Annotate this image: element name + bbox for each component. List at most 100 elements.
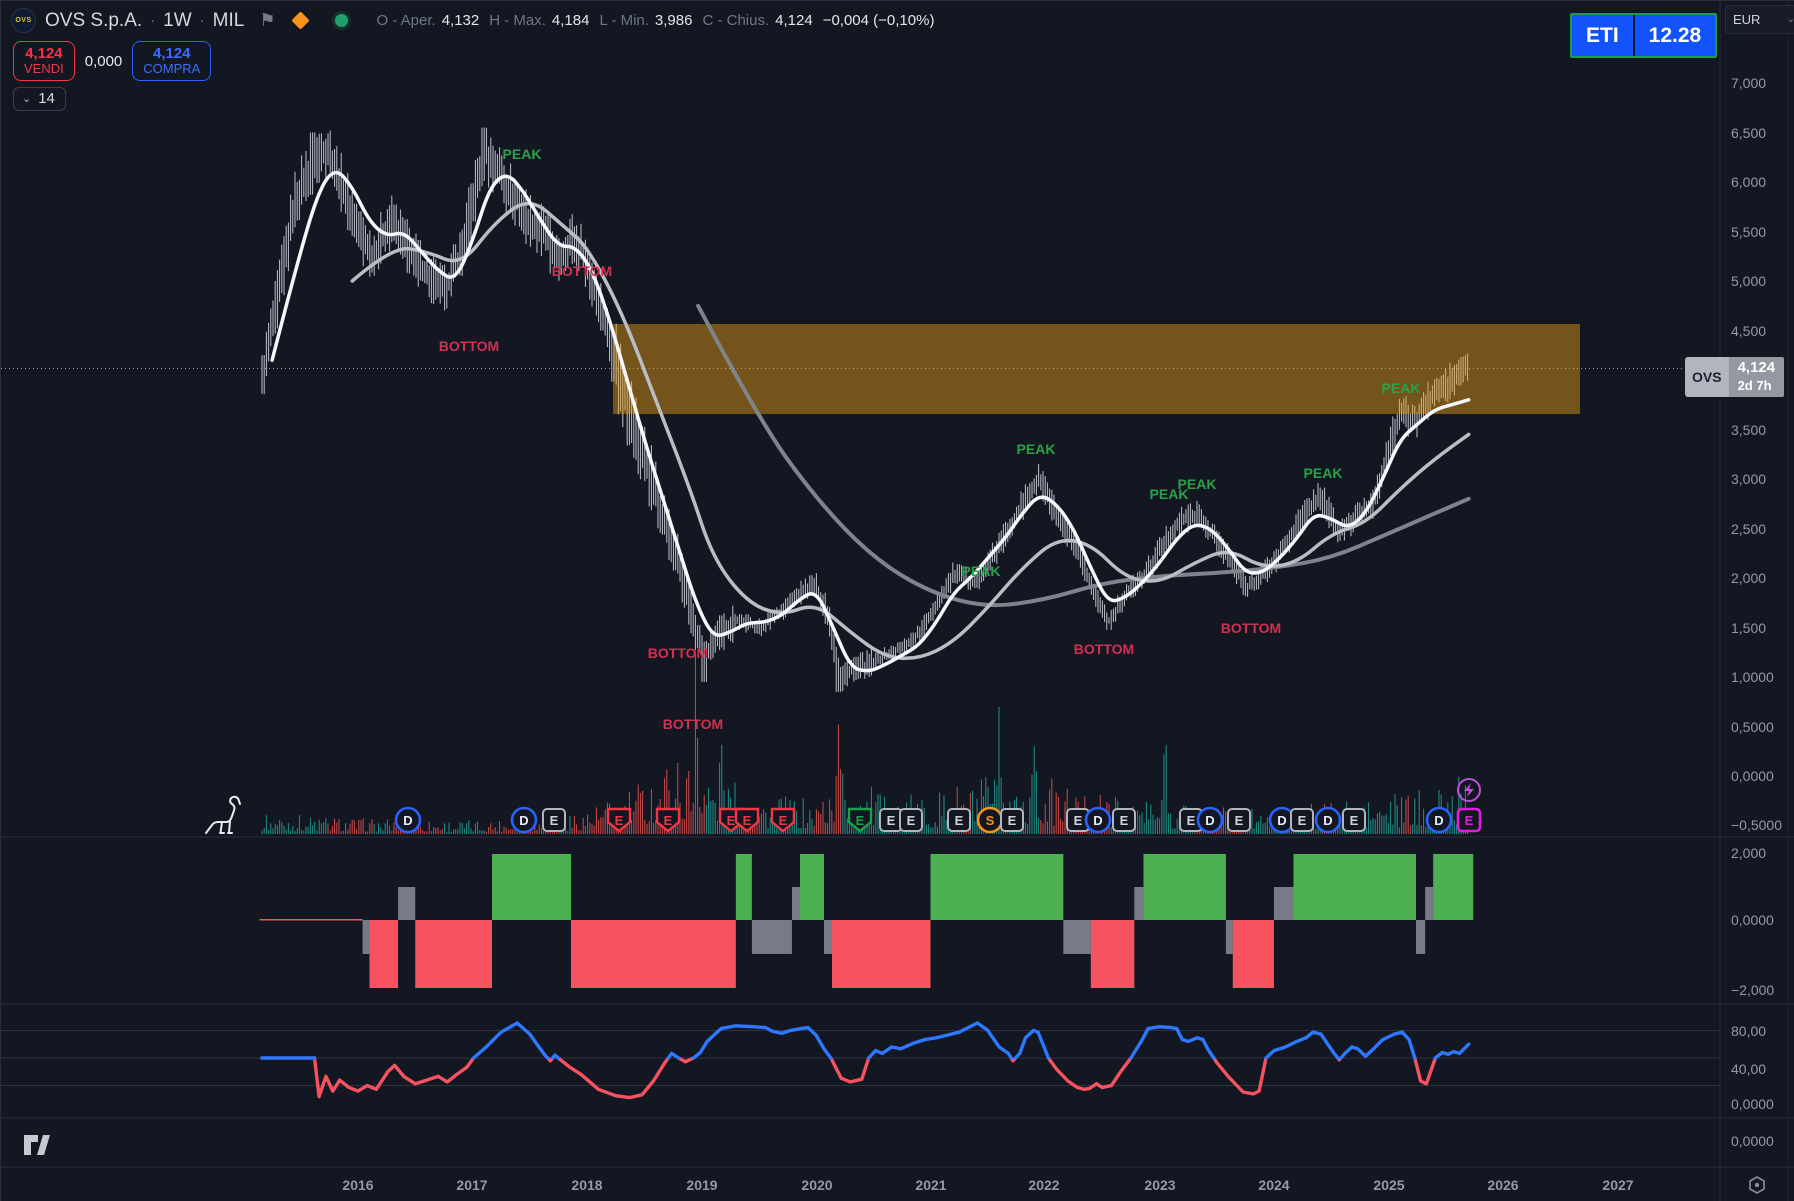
time-axis-year: 2024	[1258, 1177, 1289, 1193]
svg-text:E: E	[550, 813, 559, 828]
indicators-collapse-button[interactable]: ⌄ 14	[13, 87, 66, 111]
eti-quote-badge[interactable]: ETI 12.28	[1570, 13, 1718, 58]
svg-text:D: D	[1093, 813, 1102, 828]
exchange-label[interactable]: MIL	[212, 9, 245, 31]
peak-label: PEAK	[962, 563, 1001, 579]
peak-label: PEAK	[1304, 465, 1343, 481]
close-value: 4,124	[775, 12, 813, 29]
svg-text:E: E	[1465, 813, 1474, 828]
sell-price: 4,124	[25, 45, 63, 62]
low-value: 3,986	[654, 12, 693, 29]
event-badge-Eg[interactable]: E	[542, 808, 566, 832]
event-badge-D[interactable]: D	[1196, 806, 1224, 834]
event-badge-Eg[interactable]: E	[1227, 808, 1251, 832]
bottom-label: BOTTOM	[1074, 641, 1134, 657]
price-tag-value: 4,124	[1737, 359, 1776, 376]
axis-tick-label: 2,500	[1731, 521, 1766, 537]
currency-value: EUR	[1733, 12, 1761, 27]
low-label: L - Min.	[599, 12, 649, 29]
svg-text:E: E	[615, 813, 624, 828]
buy-label: COMPRA	[143, 61, 201, 77]
supply-zone-drawing[interactable]	[613, 324, 1580, 414]
event-badge-Egr[interactable]: E	[847, 807, 873, 833]
price-tag-countdown: 2d 7h	[1737, 377, 1772, 393]
time-axis-year: 2017	[456, 1177, 487, 1193]
event-badge-D[interactable]: D	[394, 806, 422, 834]
event-badge-Er[interactable]: E	[606, 807, 632, 833]
oscillator-below-50	[312, 1056, 1438, 1100]
svg-text:E: E	[856, 813, 865, 828]
time-axis-year: 2023	[1144, 1177, 1175, 1193]
ma-medium-line	[350, 201, 1471, 661]
event-badge-Eg[interactable]: E	[899, 808, 923, 832]
time-axis-year: 2027	[1602, 1177, 1633, 1193]
svg-text:D: D	[519, 813, 528, 828]
last-price-axis-label[interactable]: OVS 4,124 2d 7h	[1685, 357, 1785, 397]
svg-text:D: D	[1205, 813, 1214, 828]
peak-label: PEAK	[1178, 476, 1217, 492]
chevron-down-icon: ⌄	[1786, 14, 1794, 25]
currency-dropdown[interactable]: EUR ⌄	[1725, 5, 1794, 34]
bottom-label: BOTTOM	[552, 263, 612, 279]
event-badge-D[interactable]: D	[510, 806, 538, 834]
event-badge-Eg[interactable]: E	[879, 808, 903, 832]
event-badge-S[interactable]: S	[976, 806, 1004, 834]
svg-text:E: E	[743, 813, 752, 828]
flag-icon[interactable]: ⚑	[259, 10, 276, 30]
time-axis-year: 2018	[571, 1177, 602, 1193]
svg-text:E: E	[779, 813, 788, 828]
time-axis-year: 2025	[1373, 1177, 1404, 1193]
svg-text:E: E	[955, 813, 964, 828]
symbol-logo[interactable]: OVS	[11, 8, 36, 33]
diamond-status-icon[interactable]	[291, 11, 311, 30]
axis-tick-label: 7,000	[1731, 75, 1766, 91]
moving-averages	[270, 170, 1471, 673]
buy-price: 4,124	[153, 45, 191, 62]
event-badge-Eg[interactable]: E	[1179, 808, 1203, 832]
event-badge-Er[interactable]: E	[655, 807, 681, 833]
svg-text:E: E	[1074, 813, 1083, 828]
event-badge-Ep[interactable]: E	[1456, 807, 1482, 833]
price-axis-labels[interactable]: 7,000 6,500 6,000 5,500 5,000 4,500 3,500 3,000…	[1731, 75, 1782, 1149]
svg-text:E: E	[727, 813, 736, 828]
event-badge-Eg[interactable]: E	[1290, 808, 1314, 832]
event-badge-D[interactable]: D	[1084, 806, 1112, 834]
buy-button[interactable]: 4,124 COMPRA	[132, 41, 212, 82]
timezone-settings-icon[interactable]	[1749, 1176, 1765, 1194]
svg-text:E: E	[1235, 813, 1244, 828]
timeframe-label[interactable]: 1W	[163, 9, 192, 31]
svg-text:D: D	[1277, 813, 1286, 828]
event-badge-Eg[interactable]: E	[1112, 808, 1136, 832]
event-badge-Eg[interactable]: E	[947, 808, 971, 832]
tradingview-logo[interactable]	[24, 1135, 50, 1155]
open-value: 4,132	[441, 12, 480, 29]
eti-value: 12.28	[1648, 23, 1702, 47]
svg-text:D: D	[403, 813, 412, 828]
time-axis-labels[interactable]: 2016 2017 2018 2019 2020 2021 2022 2023 2024 2025…	[342, 1177, 1633, 1193]
svg-text:E: E	[1120, 813, 1129, 828]
indicators-count: 14	[38, 90, 55, 107]
event-badge-Er[interactable]: E	[734, 807, 760, 833]
bottom-label: BOTTOM	[648, 645, 708, 661]
peak-label: PEAK	[1382, 380, 1421, 396]
symbol-title[interactable]: OVS S.p.A.	[45, 9, 143, 31]
spread-value: 0,000	[84, 52, 123, 70]
event-badge-Eg[interactable]: E	[1342, 808, 1366, 832]
lightning-icon[interactable]	[1457, 778, 1481, 802]
sell-button[interactable]: 4,124 VENDI	[13, 41, 75, 82]
axis-tick-label: 1,0000	[1731, 669, 1774, 685]
symbol-header: OVS OVS S.p.A. · 1W · MIL ⚑ O - Aper. 4,…	[11, 8, 938, 33]
event-badge-D[interactable]: D	[1425, 806, 1453, 834]
high-value: 4,184	[551, 12, 590, 29]
open-label: O - Aper.	[376, 12, 436, 29]
event-badge-D[interactable]: D	[1314, 806, 1342, 834]
event-badge-Er[interactable]: E	[770, 807, 796, 833]
svg-text:E: E	[1298, 813, 1307, 828]
event-badge-Eg[interactable]: E	[1000, 808, 1024, 832]
market-status-icon[interactable]	[332, 11, 352, 30]
axis-tick-label: −2,000	[1731, 982, 1774, 998]
bottom-label: BOTTOM	[439, 338, 499, 354]
axis-tick-label: 0,0000	[1731, 1133, 1774, 1149]
